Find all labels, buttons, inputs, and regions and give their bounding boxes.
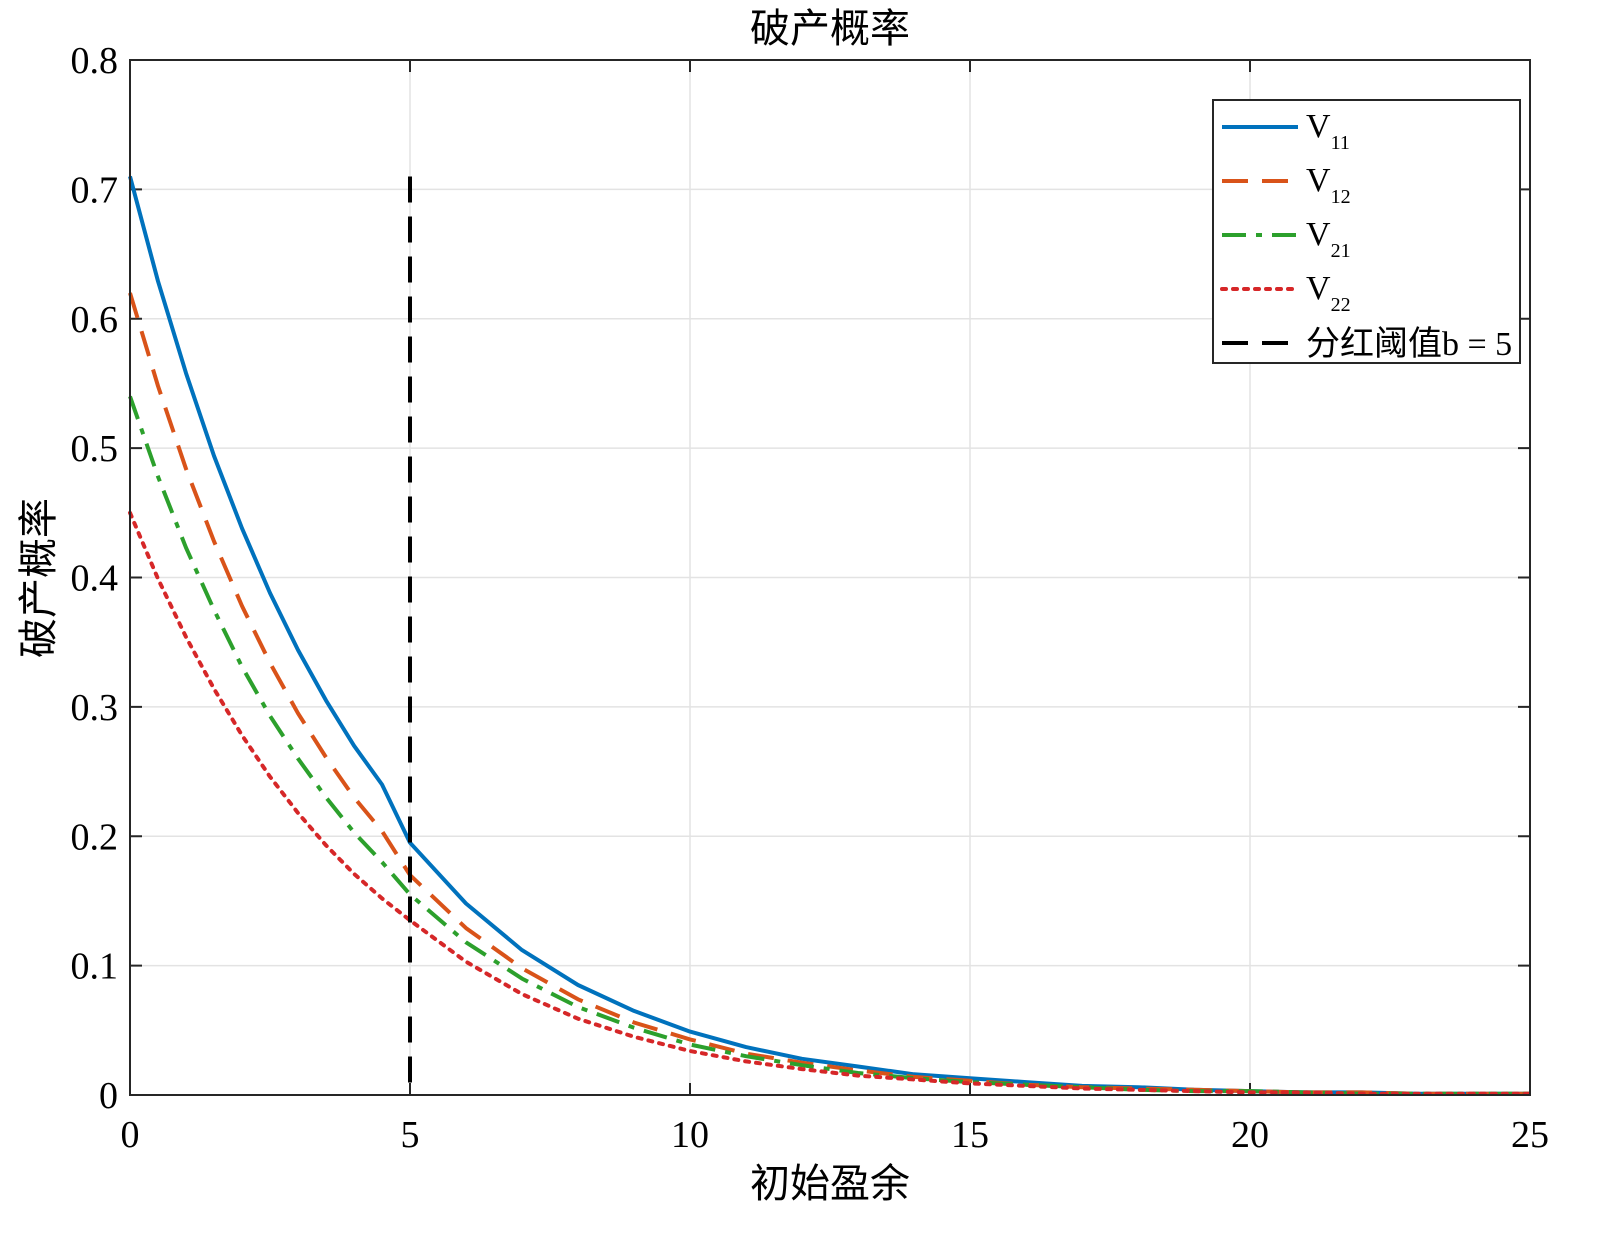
tick-labels: 0 5 10 15 20 25 0 0.1 0.2 0.3 0.4 0.5 0.6 0.7 0.8 [71,40,1550,1156]
legend-label-subscript: 12 [1331,186,1351,208]
y-tick-label: 0.8 [71,40,119,82]
legend-label-main: V [1306,162,1331,199]
x-tick-label: 10 [671,1114,709,1156]
y-tick-label: 0.5 [71,428,119,470]
legend-label-v21: V21 [1306,216,1351,262]
y-tick-label: 0.4 [71,558,119,600]
y-tick-label: 0.1 [71,946,119,988]
y-axis-label: 破产概率 [16,498,61,658]
y-tick-label: 0.6 [71,299,119,341]
legend-label-subscript: 22 [1331,294,1351,316]
legend-label-main: V [1306,108,1331,145]
x-axis-label: 初始盈余 [750,1161,910,1206]
y-tick-label: 0.7 [71,169,119,211]
legend-label-v22: V22 [1306,270,1351,316]
series-line-v22 [128,510,1532,1096]
legend-label-v12: V12 [1306,162,1351,208]
legend-label-main: V [1306,270,1331,307]
x-tick-label: 20 [1231,1114,1269,1156]
legend-box [1212,99,1521,364]
x-tick-label: 0 [121,1114,140,1156]
x-tick-label: 25 [1511,1114,1549,1156]
x-tick-label: 15 [951,1114,989,1156]
legend-label-subscript: 21 [1331,240,1351,262]
legend-label-threshold: 分红阈值b = 5 [1306,325,1512,363]
legend-label-subscript: 11 [1331,132,1350,154]
y-tick-label: 0.3 [71,687,119,729]
plot-frame [129,59,1531,1096]
chart-title: 破产概率 [750,6,910,51]
x-tick-label: 5 [401,1114,420,1156]
y-tick-label: 0 [99,1075,118,1117]
legend-label-v11: V11 [1306,108,1350,154]
legend-label-main: V [1306,216,1331,253]
series-lines [128,175,1532,1096]
y-tick-label: 0.2 [71,816,119,858]
